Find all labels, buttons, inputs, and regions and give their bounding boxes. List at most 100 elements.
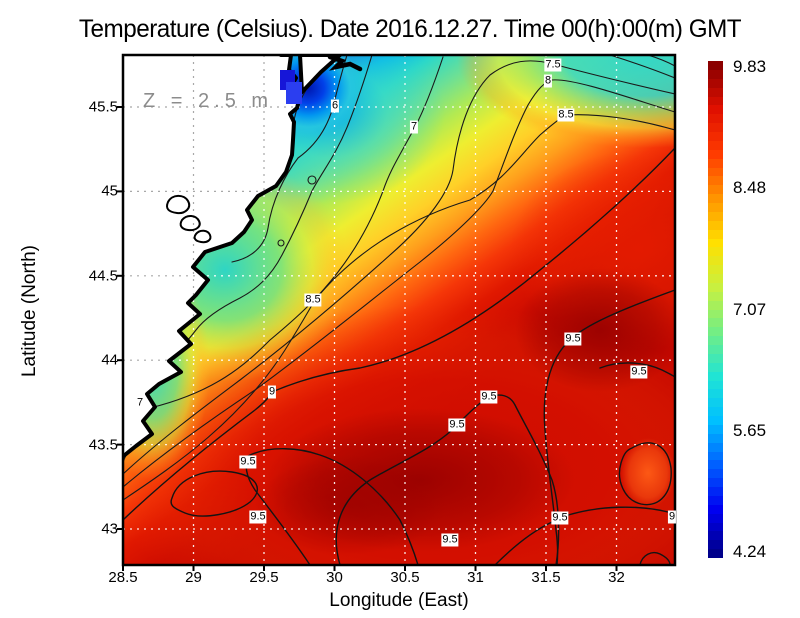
colorbar-step bbox=[708, 105, 723, 115]
contour-label: 8 bbox=[543, 74, 553, 88]
colorbar-step bbox=[708, 424, 723, 434]
x-tick-label: 29.5 bbox=[249, 569, 279, 586]
coastal-lakes bbox=[166, 194, 212, 244]
depth-annotation: Z = 2.5 m bbox=[143, 90, 274, 112]
colorbar-step bbox=[708, 291, 723, 301]
colorbar-step bbox=[708, 211, 723, 221]
contour-label: 6 bbox=[330, 99, 340, 113]
y-axis-label: Latitude (North) bbox=[19, 245, 40, 378]
colorbar-step bbox=[708, 407, 723, 416]
colorbar-step bbox=[708, 318, 723, 328]
contour-label: 9 bbox=[267, 385, 277, 399]
colorbar-step bbox=[708, 265, 723, 274]
colorbar-step bbox=[708, 140, 723, 150]
colorbar-step bbox=[708, 389, 723, 399]
colorbar-step bbox=[708, 167, 723, 177]
colorbar-tick-label: 8.48 bbox=[733, 178, 767, 198]
contour-label: 9.5 bbox=[239, 455, 257, 469]
contour-label: 8.5 bbox=[557, 108, 575, 122]
colorbar-step bbox=[708, 256, 723, 266]
colorbar-step bbox=[708, 398, 723, 408]
colorbar-step bbox=[708, 78, 723, 88]
contour-label: 9.5 bbox=[448, 418, 466, 432]
y-tick-label: 43.5 bbox=[88, 436, 118, 454]
colorbar-step bbox=[708, 460, 723, 470]
contour-label: 9.5 bbox=[630, 365, 648, 379]
x-tick-label: 30.5 bbox=[390, 569, 420, 586]
colorbar-step bbox=[708, 203, 723, 212]
colorbar-step bbox=[708, 433, 723, 443]
y-tick-label: 44.5 bbox=[88, 267, 118, 285]
colorbar-step bbox=[708, 300, 723, 310]
colorbar-step bbox=[708, 504, 723, 514]
x-tick-label: 30 bbox=[326, 569, 343, 586]
colorbar-step bbox=[708, 158, 723, 168]
colorbar-tick-label: 7.07 bbox=[733, 299, 767, 319]
contour-label: 9 bbox=[667, 510, 677, 524]
y-tick-label: 43 bbox=[101, 520, 118, 538]
y-tick-label: 45 bbox=[101, 182, 118, 200]
colorbar-step bbox=[708, 176, 723, 186]
colorbar-step bbox=[708, 229, 723, 239]
colorbar-step bbox=[708, 327, 723, 337]
colorbar-step bbox=[708, 69, 723, 79]
colorbar-step bbox=[708, 309, 723, 319]
colorbar-step bbox=[708, 87, 723, 97]
colorbar-step bbox=[708, 371, 723, 381]
y-tick-label: 45.5 bbox=[88, 98, 118, 116]
colorbar-step bbox=[708, 513, 723, 523]
plot-title: Temperature (Celsius). Date 2016.12.27. … bbox=[78, 15, 742, 43]
colorbar-step bbox=[708, 362, 723, 372]
colorbar bbox=[708, 61, 723, 558]
x-tick-label: 29 bbox=[185, 569, 202, 586]
colorbar-step bbox=[708, 194, 723, 203]
colorbar-step bbox=[708, 451, 723, 461]
colorbar-step bbox=[708, 540, 723, 550]
colorbar-step bbox=[708, 469, 723, 479]
colorbar-step bbox=[708, 132, 723, 141]
colorbar-step bbox=[708, 336, 723, 345]
colorbar-step bbox=[708, 238, 723, 248]
contour-label: 7 bbox=[135, 396, 145, 410]
y-tick-label: 44 bbox=[101, 351, 118, 369]
colorbar-step bbox=[708, 495, 723, 505]
x-tick-label: 31.5 bbox=[531, 569, 561, 586]
colorbar-step bbox=[708, 185, 723, 195]
contour-label: 9.5 bbox=[480, 390, 498, 404]
x-axis-label: Longitude (East) bbox=[329, 590, 469, 611]
cold-river-mouth-marker-2 bbox=[286, 82, 302, 104]
x-tick-label: 31 bbox=[467, 569, 484, 586]
contour-label: 7.5 bbox=[544, 58, 562, 72]
colorbar-step bbox=[708, 149, 723, 159]
contour-label: 9.5 bbox=[551, 511, 569, 525]
colorbar-tick-label: 5.65 bbox=[733, 420, 767, 440]
colorbar-step bbox=[708, 478, 723, 487]
colorbar-step bbox=[708, 345, 723, 354]
colorbar-step bbox=[708, 416, 723, 425]
contour-label: 9.5 bbox=[441, 533, 459, 547]
colorbar-step bbox=[708, 522, 723, 532]
colorbar-tick-label: 9.83 bbox=[733, 57, 767, 76]
delta-north-bank bbox=[298, 55, 342, 94]
colorbar-step bbox=[708, 220, 723, 230]
contour-label: 9.5 bbox=[249, 510, 267, 524]
colorbar-step bbox=[708, 274, 723, 283]
x-tick-label: 28.5 bbox=[108, 569, 138, 586]
colorbar-step bbox=[708, 247, 723, 257]
colorbar-step bbox=[708, 114, 723, 124]
contour-label: 7 bbox=[409, 120, 419, 134]
contour-label: 9.5 bbox=[564, 332, 582, 346]
colorbar-tick-label: 4.24 bbox=[733, 542, 767, 561]
colorbar-step bbox=[708, 380, 723, 390]
colorbar-step bbox=[708, 442, 723, 452]
colorbar-step bbox=[708, 61, 723, 70]
contour-label: 8.5 bbox=[304, 293, 322, 307]
colorbar-step bbox=[708, 549, 723, 558]
plot-frame bbox=[121, 53, 677, 567]
colorbar-step bbox=[708, 96, 723, 106]
colorbar-step bbox=[708, 487, 723, 496]
colorbar-step bbox=[708, 353, 723, 363]
colorbar-step bbox=[708, 282, 723, 292]
